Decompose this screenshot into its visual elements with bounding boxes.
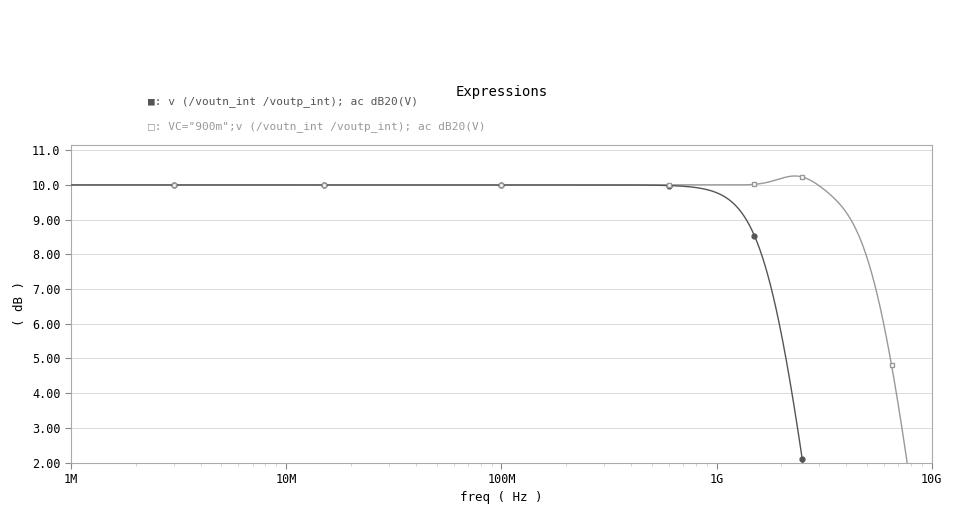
Y-axis label: ( dB ): ( dB ): [13, 281, 27, 326]
X-axis label: freq ( Hz ): freq ( Hz ): [460, 492, 543, 505]
Text: ■: v (/voutn_int /voutp_int); ac dB20(V): ■: v (/voutn_int /voutp_int); ac dB20(V): [148, 96, 419, 107]
Text: □: VC="900m";v (/voutn_int /voutp_int); ac dB20(V): □: VC="900m";v (/voutn_int /voutp_int); …: [148, 121, 486, 132]
Title: Expressions: Expressions: [455, 85, 548, 99]
